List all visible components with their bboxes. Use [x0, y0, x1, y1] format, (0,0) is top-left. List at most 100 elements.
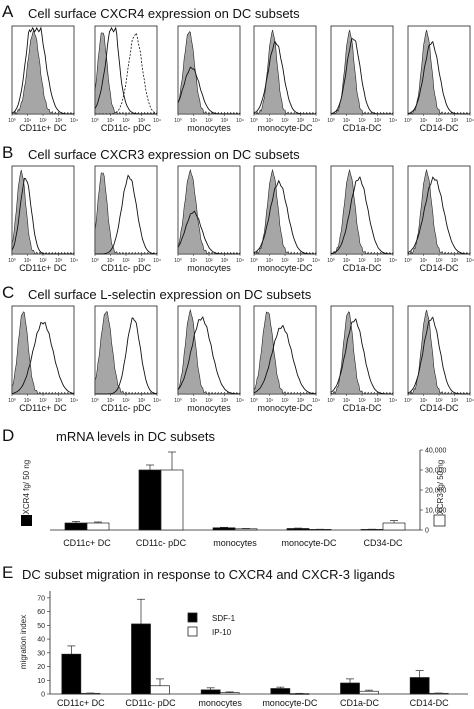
- left-legend-swatch: [21, 515, 32, 526]
- tick-label: 10¹: [343, 118, 351, 124]
- stained-histogram: [253, 324, 317, 395]
- tick-label: 10³: [297, 118, 305, 124]
- subset-label: CD11c+ DC: [19, 263, 67, 273]
- stained-histogram: [94, 26, 157, 115]
- subset-label: CD1a-DC: [342, 263, 382, 273]
- tick-label: 10¹: [24, 398, 32, 404]
- stained-histogram: [407, 41, 470, 115]
- tick-label: 10²: [358, 258, 366, 264]
- tick-label: 10⁴: [389, 398, 397, 404]
- histogram-3: 10⁰ 10¹ 10² 10³ 10⁴ monocytes: [174, 25, 244, 133]
- tick-label: 10⁰: [250, 258, 258, 264]
- tick-label: 10¹: [190, 118, 198, 124]
- tick-label: 10⁴: [236, 398, 244, 404]
- bar: [359, 690, 379, 695]
- panel-a-title: Cell surface CXCR4 expression on DC subs…: [28, 6, 300, 21]
- panel-b-histograms: 10⁰ 10¹ 10² 10³ 10⁴ CD11c+ DC 10⁰ 10¹ 10² 10³ 10⁴ C…: [8, 165, 474, 273]
- histogram-5: 10⁰ 10¹ 10² 10³ 10⁴ CD1a-DC: [327, 165, 397, 273]
- tick-label: 10¹: [420, 398, 428, 404]
- tick-label: 10³: [374, 258, 382, 264]
- subset-label: CD1a-DC: [342, 403, 382, 413]
- tick-label: 10¹: [24, 258, 32, 264]
- tick-label: 10³: [138, 398, 146, 404]
- tick-label: 10²: [39, 258, 47, 264]
- tick-label: 10¹: [343, 258, 351, 264]
- tick-label: 10⁴: [153, 118, 161, 124]
- histogram-6: 10⁰ 10¹ 10² 10³ 10⁴ CD14-DC: [404, 305, 474, 413]
- tick-label: 10¹: [343, 398, 351, 404]
- tick-label: 10³: [55, 258, 63, 264]
- right-tick-label: 40,000: [425, 448, 447, 455]
- tick-label: 10⁴: [466, 258, 474, 264]
- tick-label: 10⁴: [70, 398, 78, 404]
- tick-label: 10³: [55, 398, 63, 404]
- tick-label: 10⁰: [91, 118, 99, 124]
- y-tick-label: 70: [37, 595, 45, 602]
- subset-label: CD14-DC: [419, 123, 459, 133]
- histogram-5: 10⁰ 10¹ 10² 10³ 10⁴ CD1a-DC: [327, 305, 397, 413]
- bar: [160, 469, 184, 531]
- panel-d-letter: D: [2, 426, 14, 445]
- category-label: CD34-DC: [363, 538, 403, 548]
- y-axis-label: migration index: [19, 615, 28, 669]
- right-legend-swatch: [433, 514, 446, 527]
- panel-c-title: Cell surface L-selectin expression on DC…: [28, 287, 312, 302]
- panel-b-letter: B: [2, 143, 13, 162]
- isotype-histogram: [94, 311, 158, 395]
- subset-label: CD1a-DC: [342, 123, 382, 133]
- y-tick-label: 40: [37, 637, 45, 644]
- right-axis-label: CXCR3 fg/ 50 ng: [436, 460, 445, 520]
- bar: [64, 522, 88, 531]
- tick-label: 10⁰: [91, 398, 99, 404]
- subset-label: CD11c+ DC: [19, 123, 67, 133]
- tick-label: 10¹: [190, 258, 198, 264]
- stained-histogram: [177, 210, 240, 255]
- tick-label: 10⁴: [153, 258, 161, 264]
- panel-d-chart: 0 10,000 20,000 30,000 40,000 CXCR4 fg/ 50 ng…: [21, 448, 447, 548]
- tick-label: 10²: [358, 118, 366, 124]
- tick-label: 10²: [435, 118, 443, 124]
- bar: [219, 692, 240, 695]
- category-label: monocytes: [198, 698, 242, 708]
- isotype-histogram: [253, 311, 317, 395]
- bar: [340, 682, 360, 695]
- isotype-histogram: [177, 31, 241, 115]
- isotype-histogram: [94, 32, 158, 115]
- bar: [286, 528, 310, 531]
- tick-label: 10⁰: [250, 398, 258, 404]
- stained-histogram: [11, 177, 74, 255]
- bar: [270, 688, 291, 695]
- bar: [360, 529, 384, 531]
- tick-label: 10⁰: [91, 258, 99, 264]
- tick-label: 10⁴: [312, 258, 320, 264]
- right-tick-label: 30,000: [425, 468, 447, 475]
- tick-label: 10¹: [420, 118, 428, 124]
- tick-label: 10⁴: [236, 118, 244, 124]
- tick-label: 10⁰: [8, 118, 16, 124]
- tick-label: 10³: [221, 118, 229, 124]
- tick-label: 10²: [205, 258, 213, 264]
- tick-label: 10³: [297, 398, 305, 404]
- tick-label: 10⁴: [153, 398, 161, 404]
- tick-label: 10²: [122, 258, 130, 264]
- tick-label: 10²: [281, 118, 289, 124]
- y-tick-label: 10: [37, 678, 45, 685]
- stained-histogram: [330, 176, 394, 255]
- legend-label: IP-10: [212, 628, 232, 637]
- stained-histogram: [177, 66, 240, 115]
- subset-label: monocyte-DC: [257, 123, 313, 133]
- panel-e-chart: 0 10 20 30 40 50 60 70 migration index CD11c+ DC C…: [19, 591, 468, 708]
- y-tick-label: 0: [41, 692, 45, 699]
- tick-label: 10³: [297, 258, 305, 264]
- bar: [86, 522, 110, 531]
- subset-label: monocytes: [187, 263, 231, 273]
- tick-label: 10⁰: [8, 398, 16, 404]
- category-label: CD11c+ DC: [63, 538, 111, 548]
- bar: [409, 677, 430, 695]
